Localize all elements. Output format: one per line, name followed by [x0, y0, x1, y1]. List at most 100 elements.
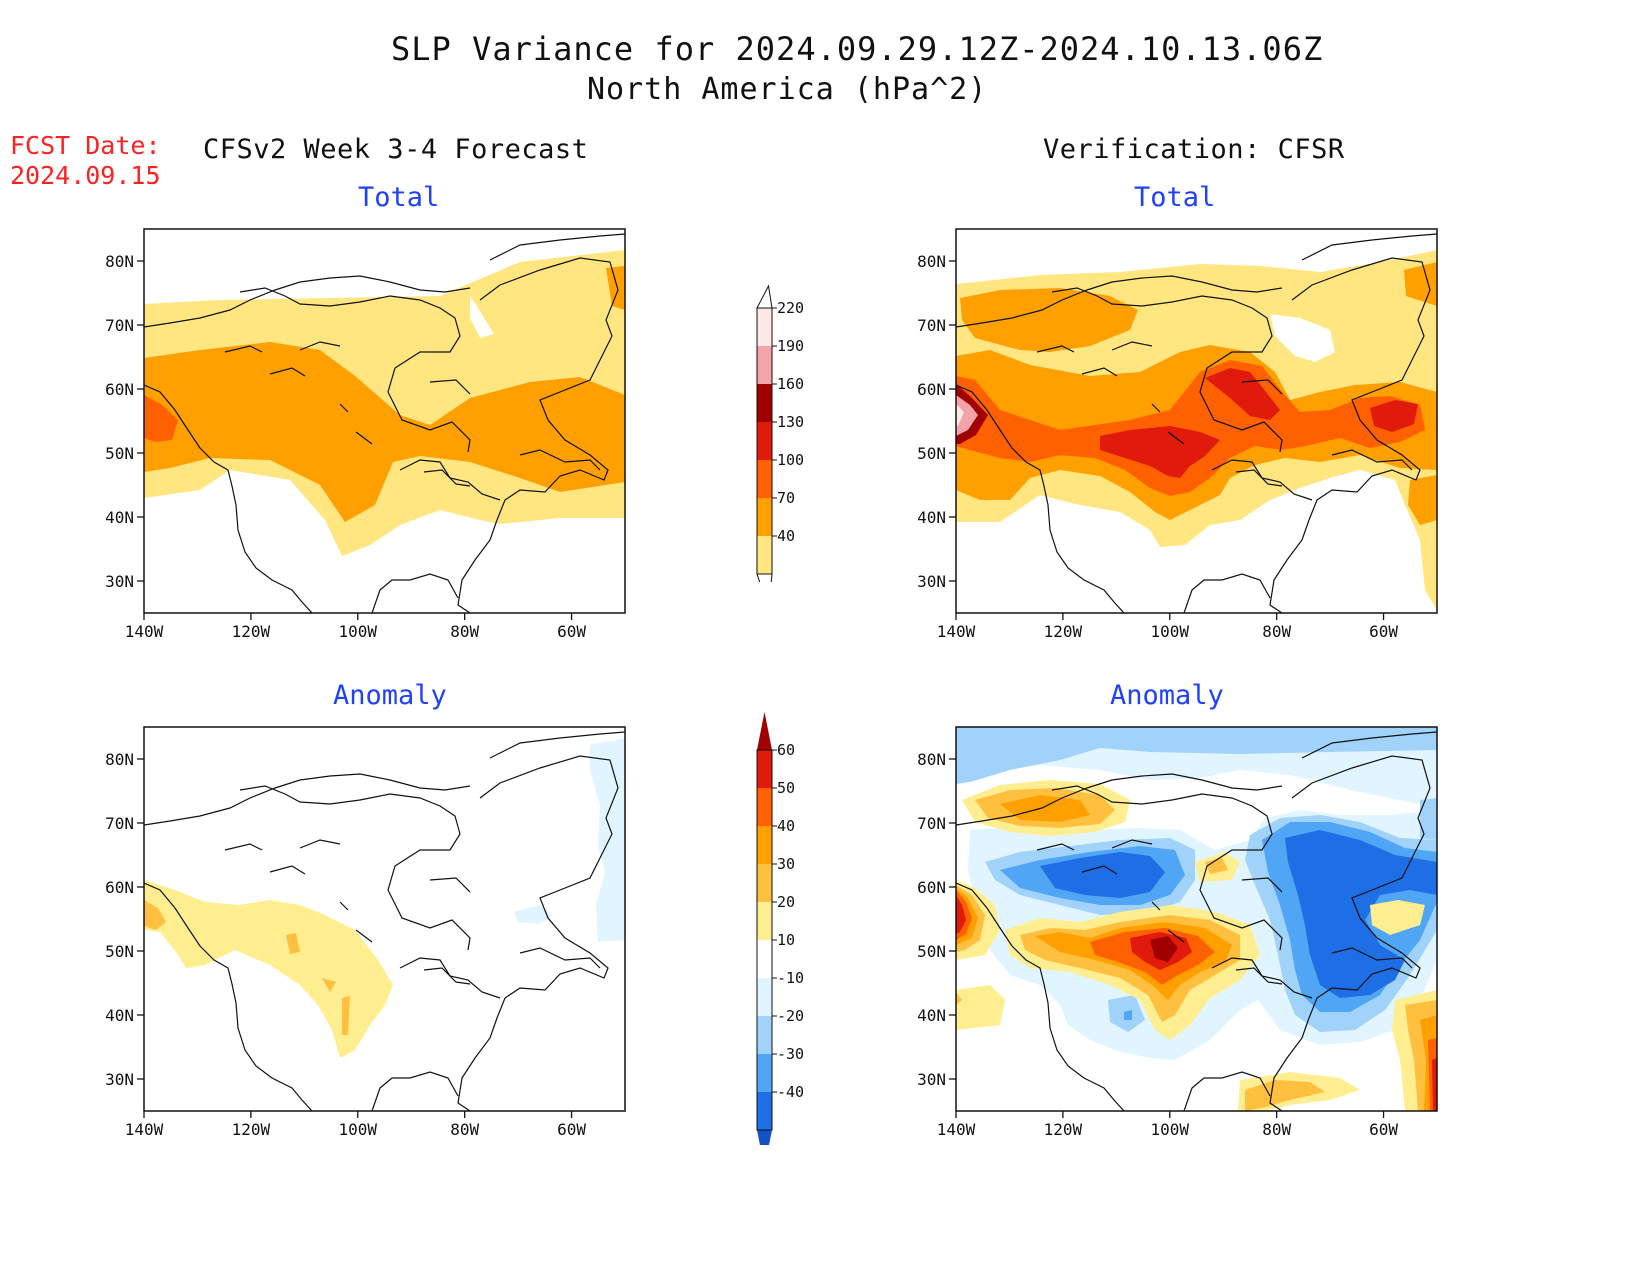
- lon-tick-label: 120W: [1044, 622, 1083, 641]
- lon-tick-label: 80W: [1262, 1120, 1291, 1139]
- contour-20-b: [322, 978, 336, 992]
- lon-tick-label: 120W: [232, 622, 271, 641]
- chart-subtitle: North America (hPa^2): [587, 72, 988, 107]
- lon-tick-label: 120W: [1044, 1120, 1083, 1139]
- lat-tick-label: 50N: [917, 444, 946, 463]
- lon-axis: 140W 120W 100W 80W 60W: [937, 613, 1398, 641]
- coastlines: [144, 731, 625, 1111]
- lat-axis: 80N 70N 60N 50N 40N 30N: [917, 252, 956, 591]
- lon-tick-label: 80W: [1262, 622, 1291, 641]
- contour-10-sw: [956, 985, 1005, 1030]
- lon-axis: 140W 120W 100W 80W 60W: [937, 1111, 1398, 1139]
- colorbar-bottom-arrow: [756, 573, 773, 582]
- colorbar-level-label: 20: [777, 893, 795, 911]
- colorbar-level-label: -30: [777, 1045, 804, 1063]
- verification-anomaly-title: Anomaly: [1110, 680, 1224, 711]
- contour-n10-e: [590, 738, 625, 942]
- lat-tick-label: 60N: [917, 878, 946, 897]
- contour-40-gap: [470, 296, 494, 338]
- chart-title: SLP Variance for 2024.09.29.12Z-2024.10.…: [391, 30, 1324, 68]
- contour-70-se: [1408, 475, 1437, 525]
- lon-tick-label: 140W: [125, 1120, 164, 1139]
- contour-130: [1100, 426, 1220, 478]
- contour-50-w: [956, 895, 966, 934]
- lon-tick-label: 140W: [937, 622, 976, 641]
- colorbar-level-label: 60: [777, 741, 795, 759]
- colorbar-level-label: 190: [777, 337, 804, 355]
- contour-70-nw: [960, 288, 1138, 352]
- contour-n40-mid: [1040, 852, 1165, 898]
- colorbar-level-label: 30: [777, 855, 795, 873]
- colorbar-swatch: [757, 536, 772, 574]
- forecast-anomaly-title: Anomaly: [333, 680, 447, 711]
- lat-tick-label: 70N: [105, 814, 134, 833]
- colorbar-swatch: [757, 978, 772, 1016]
- lat-tick-label: 50N: [105, 942, 134, 961]
- contour-50-se: [1432, 1058, 1437, 1111]
- coastlines: [144, 233, 625, 613]
- colorbar-swatch: [757, 346, 772, 384]
- lat-axis: 80N 70N 60N 50N 40N 30N: [105, 252, 144, 591]
- forecast-total-map: 80N 70N 60N 50N 40N 30N 140W 120W 100W 80W 60W: [105, 228, 626, 641]
- lat-tick-label: 70N: [917, 814, 946, 833]
- lat-tick-label: 80N: [917, 750, 946, 769]
- contour-70-ne: [1404, 262, 1437, 306]
- anomaly-colorbar: 60 50 40 30 20 10 -10 -20 -30 -40: [756, 712, 804, 1145]
- lon-tick-label: 60W: [557, 1120, 586, 1139]
- contour-20-a: [286, 933, 300, 954]
- colorbar-swatch: [757, 1016, 772, 1054]
- contour-30-nw: [1000, 795, 1090, 822]
- colorbar-swatch: [757, 1092, 772, 1130]
- lat-tick-label: 80N: [105, 750, 134, 769]
- contour-10-ne: [1370, 900, 1425, 935]
- lat-tick-label: 60N: [917, 380, 946, 399]
- right-column-title: Verification: CFSR: [1043, 134, 1345, 165]
- contour-220: [956, 404, 964, 426]
- contour-60-c: [1150, 936, 1178, 962]
- colorbar-level-label: -40: [777, 1083, 804, 1101]
- contour-130-b: [1205, 368, 1280, 420]
- contour-n30-dot: [1124, 1010, 1132, 1020]
- lat-tick-label: 80N: [105, 252, 134, 271]
- contour-20-w: [144, 900, 166, 930]
- lon-axis: 140W 120W 100W 80W 60W: [125, 1111, 586, 1139]
- lon-tick-label: 80W: [450, 1120, 479, 1139]
- contour-100: [144, 395, 178, 442]
- lat-tick-label: 40N: [105, 508, 134, 527]
- colorbar-swatch: [757, 826, 772, 864]
- colorbar-level-label: 50: [777, 779, 795, 797]
- lat-axis: 80N 70N 60N 50N 40N 30N: [105, 750, 144, 1089]
- lat-tick-label: 60N: [105, 380, 134, 399]
- contour-190: [956, 395, 978, 436]
- lon-tick-label: 100W: [1151, 1120, 1190, 1139]
- colorbar-swatch: [757, 384, 772, 422]
- lon-tick-label: 100W: [1151, 622, 1190, 641]
- lat-tick-label: 60N: [105, 878, 134, 897]
- colorbar-level-label: 100: [777, 451, 804, 469]
- lon-tick-label: 60W: [1369, 622, 1398, 641]
- lat-tick-label: 30N: [917, 572, 946, 591]
- lon-tick-label: 120W: [232, 1120, 271, 1139]
- coastlines: [956, 233, 1437, 613]
- forecast-date-value: 2024.09.15: [10, 161, 161, 190]
- lon-tick-label: 140W: [125, 622, 164, 641]
- lon-tick-label: 100W: [339, 1120, 378, 1139]
- colorbar-swatch: [757, 902, 772, 940]
- colorbar-level-label: 160: [777, 375, 804, 393]
- lat-tick-label: 70N: [105, 316, 134, 335]
- lat-tick-label: 30N: [917, 1070, 946, 1089]
- forecast-date-label: FCST Date:: [10, 131, 161, 160]
- contour-n20-top: [956, 727, 1437, 784]
- lat-tick-label: 70N: [917, 316, 946, 335]
- colorbar-level-label: 40: [777, 817, 795, 835]
- colorbar-bottom-arrow: [757, 1130, 772, 1145]
- colorbar-swatch: [757, 940, 772, 978]
- colorbar-top-arrow: [757, 712, 772, 750]
- lat-tick-label: 50N: [105, 444, 134, 463]
- coastlines: [956, 731, 1437, 1111]
- colorbar-swatch: [757, 422, 772, 460]
- forecast-anomaly-map: 80N 70N 60N 50N 40N 30N 140W 120W 100W 80W 60W: [105, 726, 626, 1139]
- colorbar-swatch: [757, 308, 772, 346]
- lat-tick-label: 40N: [105, 1006, 134, 1025]
- colorbar-swatch: [757, 864, 772, 902]
